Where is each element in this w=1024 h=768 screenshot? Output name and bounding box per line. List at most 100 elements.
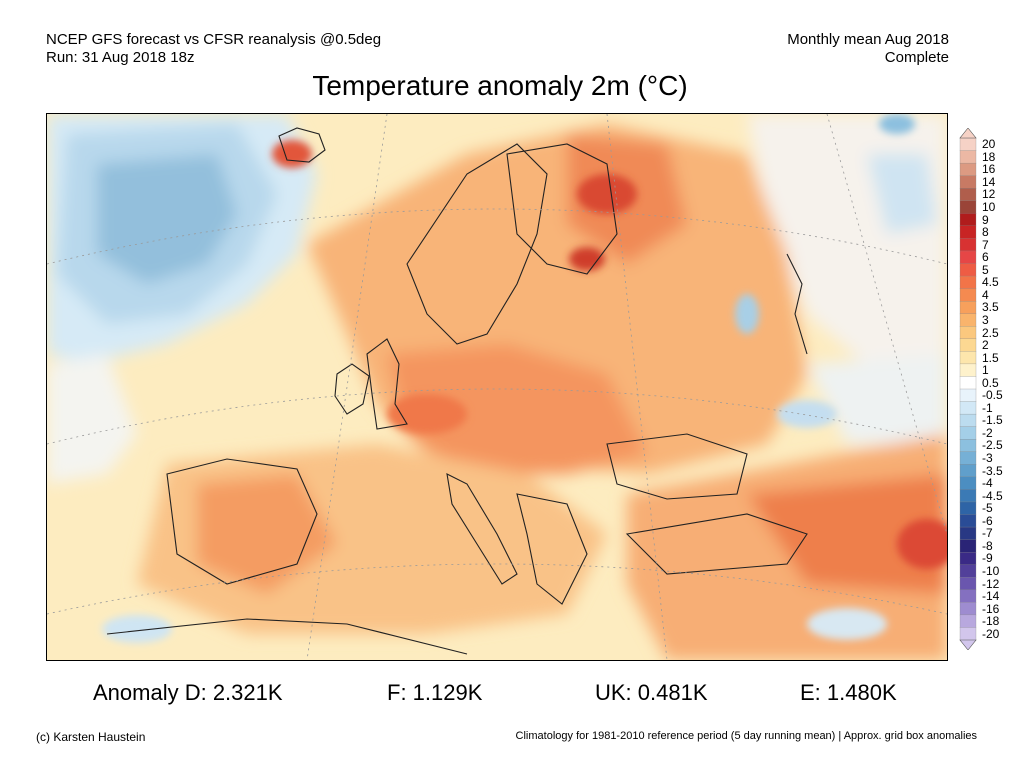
colorbar-top-arrow	[959, 128, 977, 139]
iberia-coast	[166, 458, 318, 585]
colorbar-label: -18	[982, 614, 1000, 629]
colorbar-cell	[959, 614, 977, 628]
header-left: NCEP GFS forecast vs CFSR reanalysis @0.…	[46, 31, 381, 67]
colorbar-cell	[959, 225, 977, 239]
colorbar-label: 6	[982, 250, 989, 265]
colorbar-cell	[959, 137, 977, 152]
copyright: (c) Karsten Haustein	[36, 730, 146, 744]
colorbar-label: 8	[982, 225, 989, 240]
status-label: Complete	[884, 49, 949, 66]
colorbar-label: 4.5	[982, 275, 999, 290]
colorbar-cell	[959, 439, 977, 453]
colorbar-cell	[959, 577, 977, 591]
anomaly-france: F: 1.129K	[387, 680, 483, 705]
colorbar-label: 3.5	[982, 300, 999, 315]
colorbar-cell	[959, 175, 977, 189]
colorbar-cell	[959, 501, 977, 515]
colorbar	[959, 128, 977, 650]
colorbar-cell	[959, 288, 977, 302]
colorbar-cell	[959, 413, 977, 428]
colorbar-label: 16	[982, 162, 996, 177]
colorbar-cell	[959, 551, 977, 566]
colorbar-label: -4	[982, 476, 993, 491]
colorbar-label: 7	[982, 237, 989, 252]
colorbar-label: -3.5	[982, 463, 1003, 478]
finland-coast	[506, 143, 618, 275]
colorbar-label: -2.5	[982, 438, 1003, 453]
colorbar-label: -5	[982, 501, 993, 516]
colorbar-label: -16	[982, 601, 1000, 616]
colorbar-cell	[959, 351, 977, 365]
graticule	[47, 114, 947, 660]
balkans-coast	[516, 493, 588, 605]
britain-coast	[366, 338, 408, 430]
run-info: Run: 31 Aug 2018 18z	[46, 49, 195, 66]
colorbar-label: -6	[982, 513, 993, 528]
colorbar-cell	[959, 363, 977, 377]
ireland-coast	[334, 363, 370, 415]
header-right: Monthly mean Aug 2018 Complete	[787, 31, 949, 67]
colorbar-label: -0.5	[982, 388, 1003, 403]
black-sea-coast	[606, 433, 748, 500]
colorbar-cell	[959, 627, 977, 641]
colorbar-cell	[959, 313, 977, 327]
colorbar-cell	[959, 200, 977, 214]
colorbar-label: -1	[982, 400, 993, 415]
anomaly-map	[46, 113, 948, 661]
colorbar-label: 3	[982, 312, 989, 327]
scandinavia-coast	[406, 143, 548, 345]
colorbar-cell	[959, 326, 977, 340]
colorbar-cell	[959, 376, 977, 390]
colorbar-label: 12	[982, 187, 996, 202]
period-label: Monthly mean Aug 2018	[787, 31, 949, 48]
colorbar-cell	[959, 476, 977, 490]
colorbar-label: -9	[982, 551, 993, 566]
colorbar-bottom-arrow	[959, 639, 977, 650]
colorbar-label: 10	[982, 200, 996, 215]
colorbar-cell	[959, 514, 977, 528]
iceland-coast	[278, 127, 326, 163]
anomaly-uk: UK: 0.481K	[595, 680, 708, 705]
north-africa-coast	[106, 618, 468, 655]
colorbar-label: 2	[982, 338, 989, 353]
map-canvas	[47, 114, 947, 660]
colorbar-cell	[959, 150, 977, 164]
caspian-coast	[786, 253, 808, 355]
colorbar-label: 5	[982, 262, 989, 277]
colorbar-label: -1.5	[982, 413, 1003, 428]
colorbar-cell	[959, 338, 977, 352]
colorbar-cell	[959, 451, 977, 465]
colorbar-cell	[959, 564, 977, 578]
colorbar-label: 2.5	[982, 325, 999, 340]
colorbar-cell	[959, 162, 977, 177]
colorbar-label: -2	[982, 425, 993, 440]
colorbar-label: -8	[982, 538, 993, 553]
colorbar-label: 18	[982, 149, 996, 164]
colorbar-label: -7	[982, 526, 993, 541]
colorbar-label: -12	[982, 576, 1000, 591]
colorbar-cell	[959, 250, 977, 264]
colorbar-cell	[959, 539, 977, 553]
colorbar-label: 9	[982, 212, 989, 227]
colorbar-label: 4	[982, 287, 989, 302]
colorbar-cell	[959, 464, 977, 478]
colorbar-cell	[959, 489, 977, 503]
turkey-coast	[625, 513, 808, 575]
colorbar-label: -3	[982, 451, 993, 466]
colorbar-cell	[959, 213, 977, 227]
colorbar-cell	[959, 300, 977, 315]
colorbar-cell	[959, 602, 977, 616]
climatology-note: Climatology for 1981-2010 reference peri…	[515, 730, 977, 742]
colorbar-cell	[959, 188, 977, 202]
colorbar-label: 1.5	[982, 350, 999, 365]
colorbar-cell	[959, 401, 977, 415]
colorbar-label: -14	[982, 589, 1000, 604]
anomaly-germany: Anomaly D: 2.321K	[93, 680, 283, 705]
colorbar-label: 1	[982, 363, 989, 378]
colorbar-label: -4.5	[982, 488, 1003, 503]
model-description: NCEP GFS forecast vs CFSR reanalysis @0.…	[46, 31, 382, 48]
anomaly-europe: E: 1.480K	[800, 680, 897, 705]
colorbar-label: -10	[982, 563, 1000, 578]
colorbar-cell	[959, 526, 977, 541]
colorbar-label: 20	[982, 137, 996, 152]
